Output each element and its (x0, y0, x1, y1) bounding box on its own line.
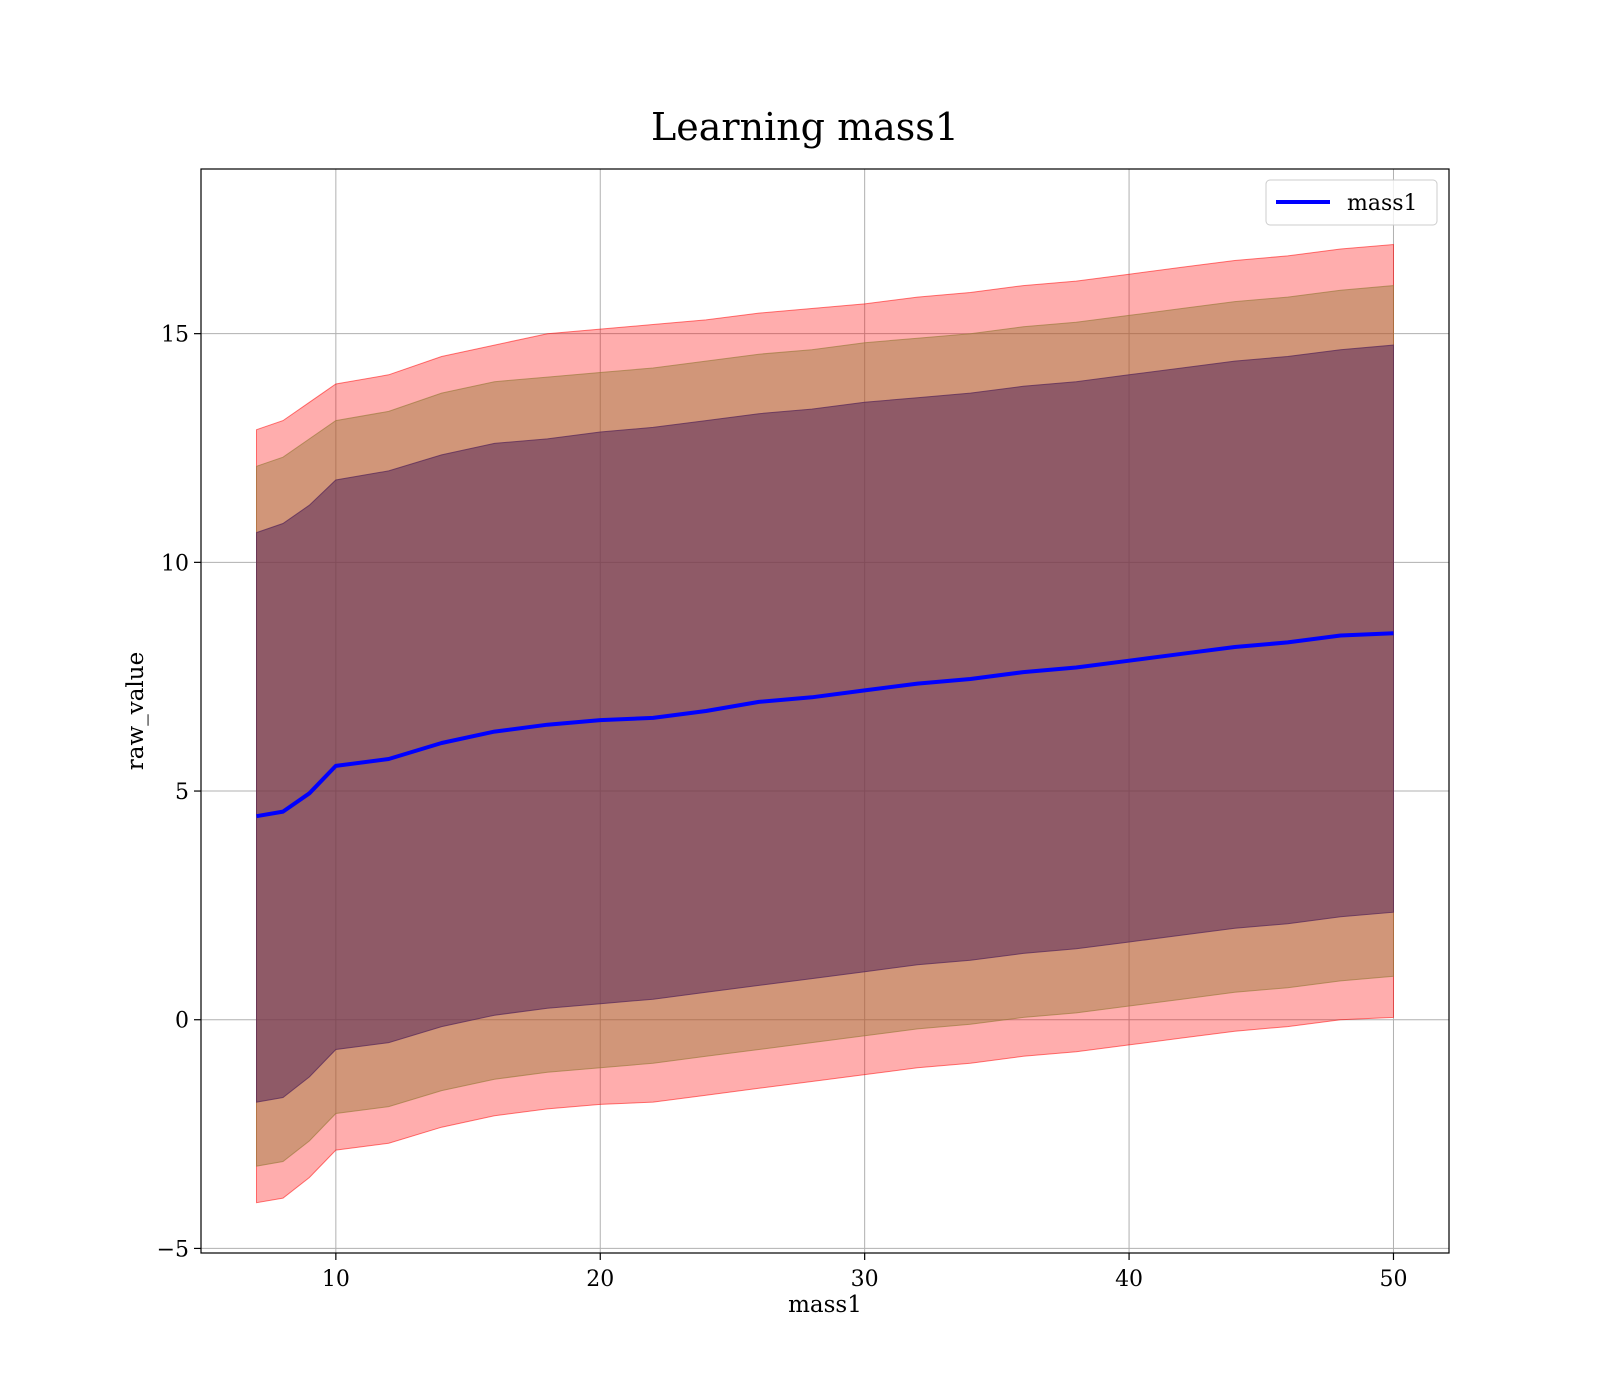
y-tick-label: 0 (175, 1009, 189, 1034)
legend-box (1265, 179, 1438, 226)
x-tick-label: 30 (851, 1267, 879, 1292)
plot-frame (200, 168, 1450, 1254)
series-lines (256, 631, 1394, 819)
axis-ticks: 10 20 30 40 50 −5 0 5 10 15 (157, 323, 1408, 1292)
confidence-band (256, 344, 1394, 1103)
y-tick-label: 5 (175, 780, 189, 805)
confidence-bands (256, 243, 1394, 1204)
legend: mass1 (1265, 179, 1438, 226)
series-line (256, 631, 1394, 819)
y-tick-label: 10 (161, 551, 189, 576)
x-tick-label: 20 (586, 1267, 614, 1292)
y-axis-label: raw_value (123, 652, 149, 770)
legend-label-mass1: mass1 (1347, 191, 1418, 216)
y-tick-label: 15 (161, 323, 189, 348)
y-tick-label: −5 (157, 1237, 189, 1262)
x-tick-label: 50 (1379, 1267, 1407, 1292)
x-axis-label: mass1 (788, 1292, 862, 1318)
x-tick-label: 10 (322, 1267, 350, 1292)
chart-title: Learning mass1 (651, 105, 959, 149)
x-tick-label: 40 (1115, 1267, 1143, 1292)
